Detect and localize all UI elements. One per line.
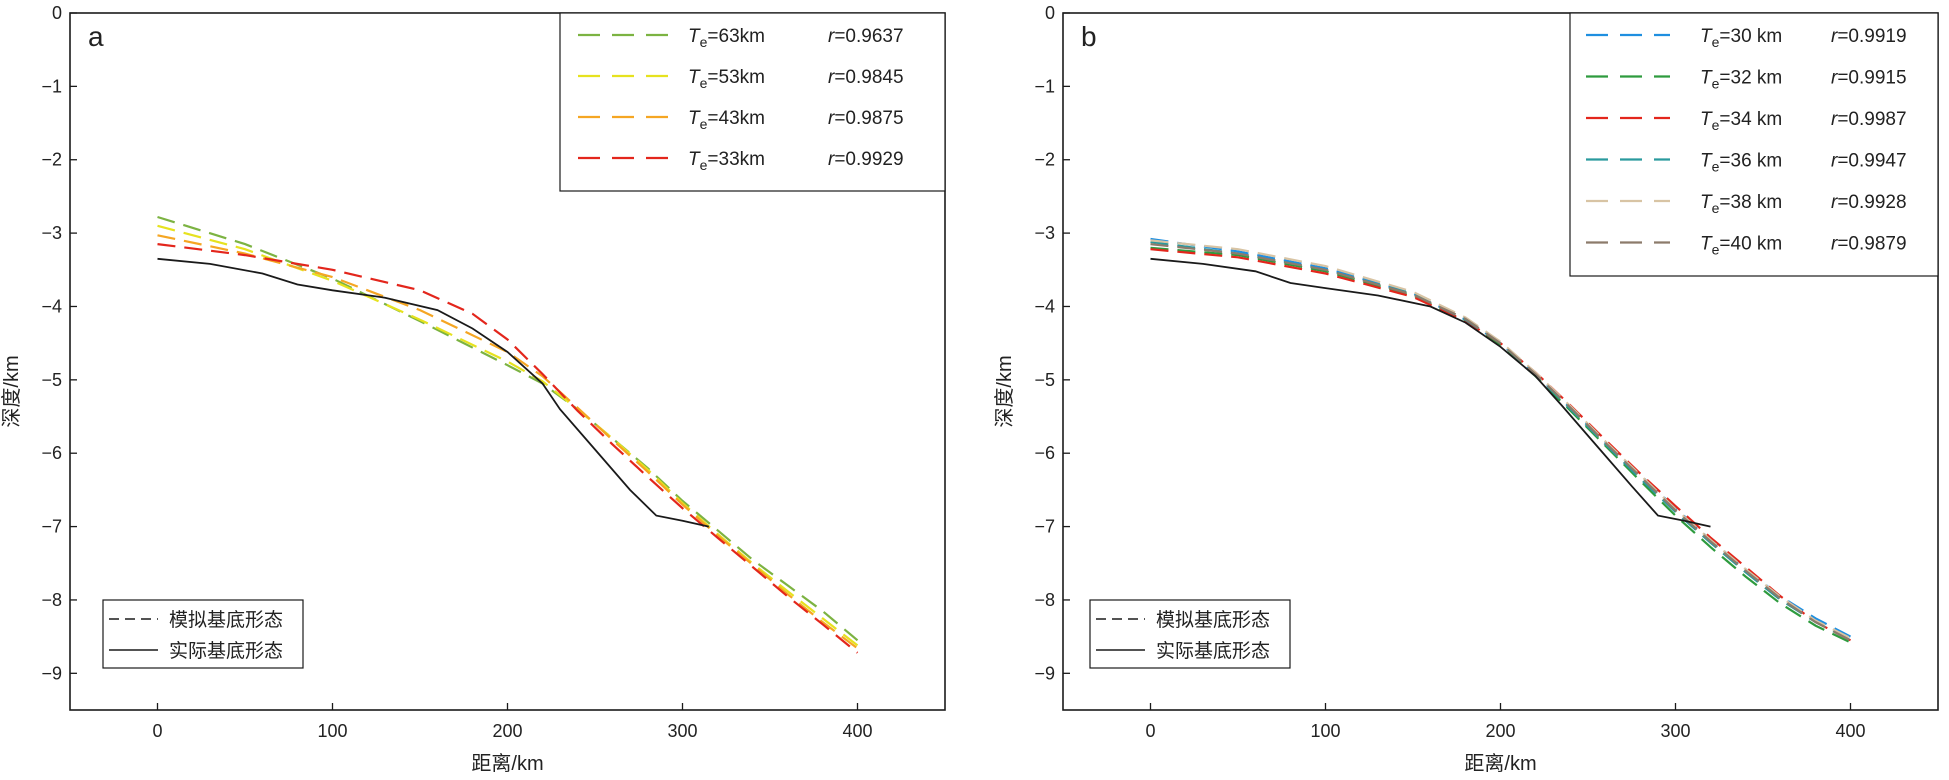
legend-te-label: Te=33km	[688, 149, 765, 173]
series-line-actual	[157, 257, 709, 528]
x-tick-label: 300	[667, 721, 697, 741]
legend-r-label: r=0.9928	[1831, 192, 1907, 213]
series-line-model	[157, 234, 859, 650]
y-axis-title: 深度/km	[0, 355, 23, 427]
series-line-model	[157, 224, 859, 647]
y-axis-title: 深度/km	[993, 355, 1016, 427]
y-tick-label: −4	[41, 296, 62, 316]
style-legend-label: 实际基底形态	[1156, 640, 1270, 662]
legend-te-label: Te=43km	[688, 108, 765, 132]
legend-r-label: r=0.9915	[1831, 68, 1907, 89]
y-tick-label: 0	[1045, 3, 1055, 23]
legend-r-label: r=0.9875	[828, 108, 904, 129]
legend-r-label: r=0.9919	[1831, 26, 1907, 47]
series-line-model	[1150, 246, 1851, 644]
y-tick-label: −8	[41, 590, 62, 610]
x-tick-label: 0	[152, 721, 162, 741]
x-axis-title: 距离/km	[1464, 752, 1536, 775]
legend-te-label: Te=30 km	[1700, 26, 1782, 50]
y-tick-label: −6	[1034, 443, 1055, 463]
panel-letter: a	[88, 21, 104, 52]
legend-te-label: Te=63km	[688, 26, 765, 50]
y-tick-label: −3	[41, 223, 62, 243]
legend-r-label: r=0.9879	[1831, 234, 1907, 255]
series-line-model	[1150, 239, 1851, 640]
legend-box	[1569, 12, 1939, 277]
legend-te-label: Te=38 km	[1700, 192, 1782, 216]
legend-box	[559, 12, 946, 192]
style-legend-label: 模拟基底形态	[1156, 609, 1270, 631]
series-line-model	[157, 215, 859, 642]
legend-te-label: Te=53km	[688, 67, 765, 91]
y-tick-label: −1	[1034, 76, 1055, 96]
legend-te-label: Te=36 km	[1700, 151, 1782, 175]
y-tick-label: −7	[1034, 517, 1055, 537]
legend-te-label: Te=34 km	[1700, 109, 1782, 133]
y-tick-label: −5	[41, 370, 62, 390]
legend-te-label: Te=40 km	[1700, 234, 1782, 258]
series-line-model	[157, 243, 859, 654]
y-tick-label: −2	[1034, 150, 1055, 170]
y-tick-label: 0	[52, 3, 62, 23]
y-tick-label: −9	[41, 663, 62, 683]
y-tick-label: −4	[1034, 296, 1055, 316]
chart-panel-b: 0 100 200 300 400 0 −1 −2 −3 −4 −5 −6 −7 −8 −9 距离/km 深度/…	[993, 3, 1939, 775]
x-tick-label: 400	[1835, 721, 1865, 741]
series-line-model	[1150, 240, 1852, 642]
legend-r-label: r=0.9947	[1831, 151, 1907, 172]
x-tick-label: 100	[317, 721, 347, 741]
y-tick-label: −7	[41, 517, 62, 537]
chart-panel-a: 0 100 200 300 400 0 −1 −2 −3 −4 −5 −6 −7 −8 −9 距离/km 深度/…	[0, 3, 946, 775]
x-axis-title: 距离/km	[471, 752, 543, 775]
series-line-model	[1150, 243, 1852, 642]
y-tick-label: −2	[41, 150, 62, 170]
style-legend-label: 模拟基底形态	[169, 609, 283, 631]
y-tick-label: −9	[1034, 663, 1055, 683]
y-tick-label: −3	[1034, 223, 1055, 243]
y-tick-label: −1	[41, 76, 62, 96]
legend-r-label: r=0.9987	[1831, 109, 1907, 130]
style-legend-label: 实际基底形态	[169, 640, 283, 662]
x-tick-label: 200	[1485, 721, 1515, 741]
x-tick-label: 400	[842, 721, 872, 741]
panel-letter: b	[1081, 21, 1097, 52]
y-tick-label: −6	[41, 443, 62, 463]
x-tick-label: 0	[1145, 721, 1155, 741]
y-tick-label: −8	[1034, 590, 1055, 610]
legend-r-label: r=0.9929	[828, 149, 904, 170]
series-line-model	[1150, 248, 1852, 642]
style-legend-box	[1089, 599, 1291, 669]
x-tick-label: 300	[1660, 721, 1690, 741]
y-tick-label: −5	[1034, 370, 1055, 390]
style-legend-box	[102, 599, 304, 669]
x-tick-label: 200	[492, 721, 522, 741]
legend-r-label: r=0.9845	[828, 67, 904, 88]
legend-r-label: r=0.9637	[828, 26, 904, 47]
x-tick-label: 100	[1310, 721, 1340, 741]
legend-te-label: Te=32 km	[1700, 68, 1782, 92]
series-line-actual	[1150, 257, 1711, 528]
